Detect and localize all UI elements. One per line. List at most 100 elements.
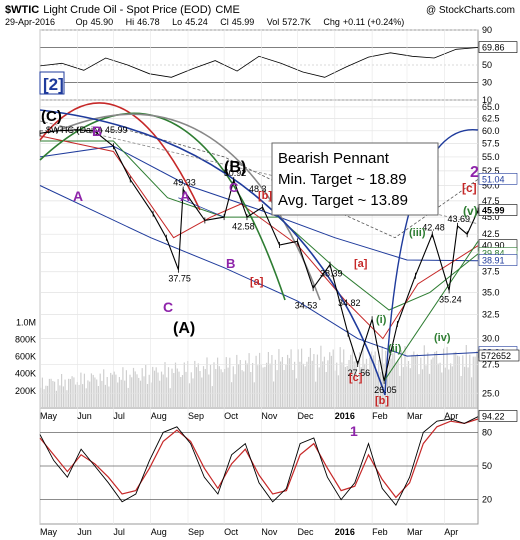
volume-bar bbox=[341, 362, 343, 408]
wave-label-a-1: A bbox=[73, 188, 83, 204]
volume-bar bbox=[315, 381, 317, 408]
wave-label-2: 2 bbox=[470, 164, 479, 181]
volume-bar bbox=[164, 362, 166, 408]
quote-line: 29-Apr-2016 Op 45.90 Hi 46.78 Lo 45.24 Cl 45… bbox=[5, 17, 404, 27]
rsi-chart: 103050709069.86 bbox=[39, 25, 518, 105]
volume-bar bbox=[45, 385, 47, 408]
volume-bar bbox=[83, 373, 85, 408]
rsi-value-label: 69.86 bbox=[482, 43, 505, 53]
volume-bar bbox=[94, 377, 96, 408]
volume-bar bbox=[188, 383, 191, 408]
wave-label-v: (v) bbox=[463, 204, 478, 218]
volume-bar bbox=[362, 345, 364, 408]
volume-bar bbox=[153, 370, 156, 408]
stoch-k-line bbox=[39, 416, 479, 507]
volume-bar bbox=[302, 363, 304, 408]
price-tag-label: 51.04 bbox=[482, 174, 505, 184]
wave-label-ii: (ii) bbox=[388, 343, 402, 355]
wave-label-a-major: (A) bbox=[173, 320, 195, 337]
volume-bar bbox=[304, 366, 306, 408]
volume-bar bbox=[78, 384, 80, 408]
note-line-1: Bearish Pennant bbox=[278, 150, 390, 167]
volume-bar bbox=[245, 360, 247, 408]
volume-bar bbox=[120, 379, 122, 408]
volume-bar bbox=[106, 377, 108, 408]
volume-bar bbox=[285, 364, 287, 408]
volume-bar bbox=[297, 349, 299, 408]
bearish-pennant-note: Bearish Pennant Min. Target ~ 18.89 Avg.… bbox=[271, 142, 439, 216]
volume-bar bbox=[152, 366, 154, 408]
volume-bar bbox=[400, 350, 403, 408]
volume-bar bbox=[306, 361, 308, 408]
price-tick-label: 52.5 bbox=[482, 166, 500, 176]
volume-bar bbox=[64, 379, 66, 408]
volume-bar bbox=[434, 351, 436, 408]
price-tag-label: 38.91 bbox=[482, 256, 505, 266]
price-tick-label: 35.0 bbox=[482, 287, 500, 297]
volume-bar bbox=[167, 367, 170, 408]
volume-bar bbox=[332, 349, 334, 408]
volume-bar bbox=[171, 368, 173, 408]
note-line-3: Avg. Target ~ 13.89 bbox=[278, 192, 408, 209]
price-tick-label: 50.0 bbox=[482, 180, 500, 190]
cycle-arc-red bbox=[39, 102, 201, 211]
wave-label-b-sq-2: [b] bbox=[375, 395, 389, 407]
volume-bar bbox=[292, 370, 294, 408]
price-tick-label: 47.5 bbox=[482, 196, 500, 206]
price-annotation: 34.82 bbox=[338, 298, 361, 308]
wave-label-c-2: C bbox=[229, 180, 239, 195]
volume-bar bbox=[231, 382, 233, 408]
volume-bar bbox=[234, 374, 236, 408]
x-axis-label-price: Feb bbox=[372, 411, 388, 421]
x-axis-label-stoch: Feb bbox=[372, 527, 388, 537]
volume-bar bbox=[75, 384, 77, 408]
x-axis-label-stoch: Apr bbox=[444, 527, 458, 537]
volume-bar bbox=[52, 381, 54, 408]
x-axis-label-price: 2016 bbox=[335, 411, 355, 421]
volume-bar bbox=[108, 386, 110, 408]
stoch-value-label: 94.22 bbox=[482, 411, 505, 421]
volume-bar bbox=[392, 353, 394, 408]
volume-bar bbox=[327, 360, 329, 408]
volume-bar bbox=[43, 389, 45, 408]
volume-bar bbox=[218, 366, 220, 408]
wave-label-a-2: A bbox=[180, 188, 190, 204]
price-tag bbox=[478, 204, 518, 216]
volume-bar bbox=[330, 355, 332, 408]
price-annotation: 50.92 bbox=[224, 168, 247, 178]
volume-bar bbox=[436, 350, 438, 408]
volume-bar bbox=[197, 363, 199, 408]
volume-bar bbox=[423, 345, 425, 408]
volume-bar bbox=[227, 367, 229, 408]
price-tick-label: 55.0 bbox=[482, 152, 500, 162]
volume-bar bbox=[376, 372, 378, 408]
volume-bar bbox=[283, 370, 285, 408]
volume-bar bbox=[339, 347, 341, 408]
volume-bar bbox=[103, 369, 105, 408]
price-tick-label: 32.5 bbox=[482, 310, 500, 320]
volume-tick-label: 1.0M bbox=[16, 317, 36, 327]
volume-bar bbox=[185, 371, 187, 408]
volume-bar bbox=[367, 370, 369, 408]
volume-bar bbox=[450, 363, 452, 408]
x-axis-label-price: Apr bbox=[444, 411, 458, 421]
price-annotation: 49.33 bbox=[173, 178, 196, 188]
volume-bar bbox=[92, 374, 94, 408]
volume-bar bbox=[110, 372, 112, 408]
wave-label-2-bracket: [2] bbox=[43, 75, 64, 94]
volume-bar bbox=[173, 373, 175, 408]
volume-bar bbox=[421, 369, 424, 408]
x-axis-label-stoch: Aug bbox=[151, 527, 167, 537]
volume-bar bbox=[85, 388, 87, 408]
ma-dotted-line bbox=[40, 130, 479, 239]
volume-bar bbox=[439, 362, 441, 408]
volume-bar bbox=[145, 364, 147, 408]
volume-bar bbox=[427, 352, 429, 408]
rsi-tick-label: 50 bbox=[482, 60, 492, 70]
volume-bar bbox=[407, 361, 410, 408]
volume-bar bbox=[253, 382, 255, 408]
volume-bar bbox=[379, 372, 382, 408]
volume-bar bbox=[448, 369, 450, 408]
wave-label-b-sq-1: [b] bbox=[258, 190, 272, 202]
volume-bar bbox=[250, 372, 252, 408]
